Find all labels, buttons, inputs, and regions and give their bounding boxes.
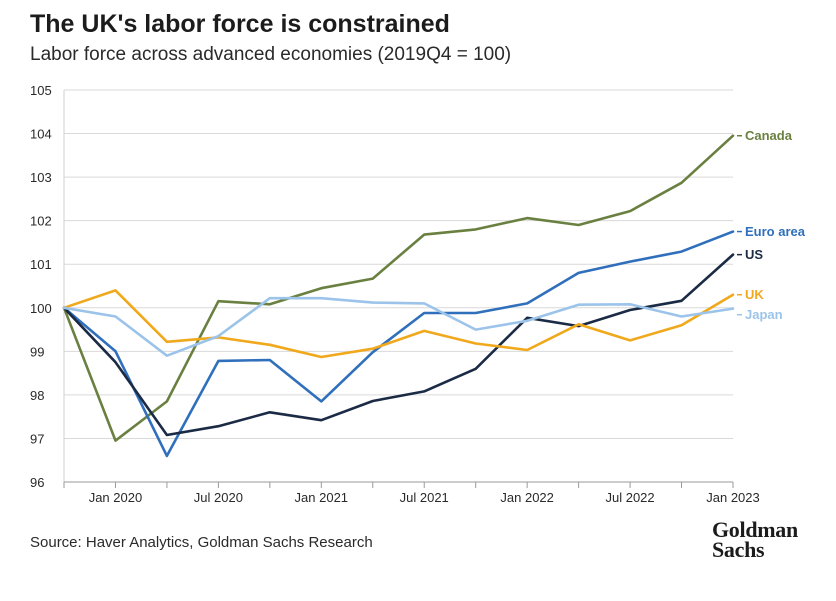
x-tick-label: Jul 2022 xyxy=(605,490,654,505)
y-tick-label: 103 xyxy=(30,170,52,185)
x-tick-label: Jul 2020 xyxy=(194,490,243,505)
axes: 96 97 98 99 100 101 102 103 104 105 Jan 2020 Jul 20… xyxy=(30,83,760,505)
series-line-japan xyxy=(62,296,735,358)
series-line-canada xyxy=(62,134,735,442)
y-tick-label: 105 xyxy=(30,83,52,98)
series-line-uk xyxy=(62,289,735,359)
y-tick-label: 101 xyxy=(30,257,52,272)
series-lines xyxy=(62,134,735,458)
y-tick-label: 100 xyxy=(30,301,52,316)
source-note: Source: Haver Analytics, Goldman Sachs R… xyxy=(30,534,373,551)
series-label-japan: Japan xyxy=(745,307,783,322)
x-tick-label: Jul 2021 xyxy=(400,490,449,505)
x-tick-label: Jan 2023 xyxy=(706,490,760,505)
y-tick-label: 104 xyxy=(30,127,52,142)
series-line-us xyxy=(62,253,735,437)
series-labels: Canada Euro area US UK Japan xyxy=(737,128,806,322)
goldman-sachs-logo: Goldman Sachs xyxy=(712,517,798,562)
x-tick-label: Jan 2020 xyxy=(89,490,143,505)
series-label-euro-area: Euro area xyxy=(745,224,806,239)
chart-subtitle: Labor force across advanced economies (2… xyxy=(30,44,512,65)
x-tick-label: Jan 2021 xyxy=(295,490,349,505)
logo-line-1: Goldman xyxy=(712,517,798,542)
y-tick-label: 102 xyxy=(30,214,52,229)
series-label-uk: UK xyxy=(745,287,764,302)
logo-line-2: Sachs xyxy=(712,537,765,562)
y-tick-label: 99 xyxy=(30,344,44,359)
y-tick-label: 96 xyxy=(30,475,44,490)
gridlines xyxy=(64,89,733,439)
y-tick-label: 98 xyxy=(30,388,44,403)
series-line-euro-area xyxy=(62,230,735,458)
chart-title: The UK's labor force is constrained xyxy=(30,10,450,38)
y-tick-label: 97 xyxy=(30,431,44,446)
series-label-us: US xyxy=(745,247,763,262)
series-label-canada: Canada xyxy=(745,128,793,143)
x-tick-label: Jan 2022 xyxy=(500,490,554,505)
